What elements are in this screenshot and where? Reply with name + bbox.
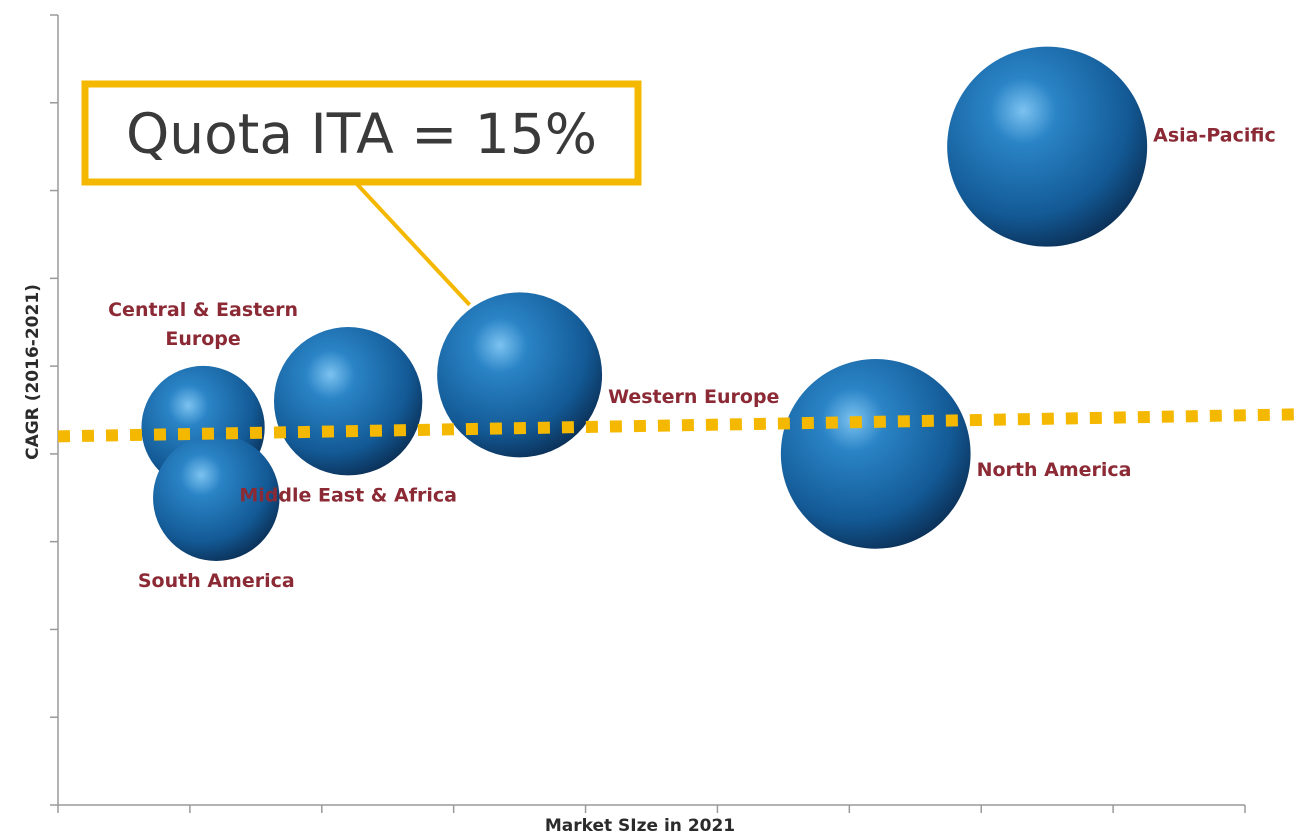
callout-box xyxy=(81,80,642,186)
bubble-asia-pacific xyxy=(947,46,1148,247)
callout-text: Quota ITA = 15% xyxy=(126,102,597,166)
bubble-north-america xyxy=(780,359,971,549)
bubble-labels: Asia-Pacific North America Western Europe M… xyxy=(108,125,1276,592)
y-axis-title: CAGR (2016-2021) xyxy=(23,284,43,460)
bubble-label-south-america: South America xyxy=(138,570,295,592)
bubbles xyxy=(141,46,1148,562)
bubble-middle-east-and-africa xyxy=(273,327,423,476)
bubble-western-europe xyxy=(437,292,603,458)
bubble-label-central-and-eastern-europe: Central & Eastern Europe xyxy=(108,299,298,350)
callout: Quota ITA = 15% xyxy=(81,80,642,307)
bubble-label-western-europe: Western Europe xyxy=(608,386,779,408)
x-axis-title: Market SIze in 2021 xyxy=(545,816,735,836)
axes xyxy=(50,14,1246,813)
bubble-label-asia-pacific: Asia-Pacific xyxy=(1153,125,1276,147)
bubble-label-north-america: North America xyxy=(977,459,1132,481)
callout-pointer xyxy=(353,180,472,307)
bubble-south-america xyxy=(153,434,280,562)
bubble-label-middle-east-and-africa: Middle East & Africa xyxy=(239,484,457,506)
